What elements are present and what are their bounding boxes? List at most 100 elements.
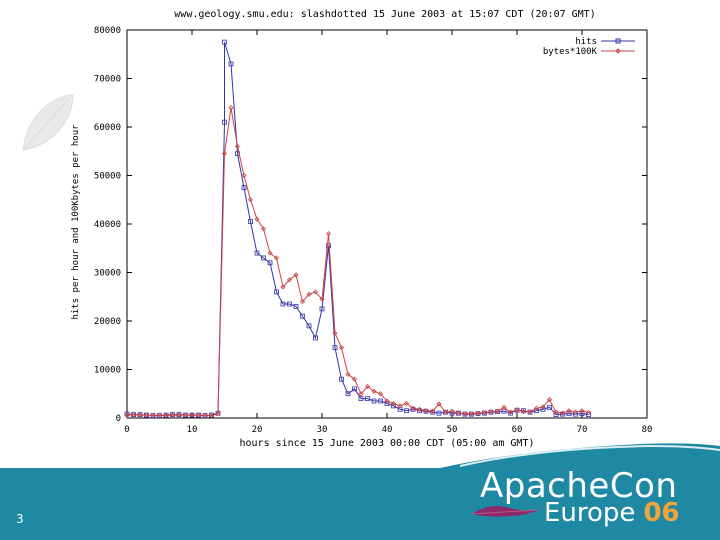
leaf-watermark-icon bbox=[22, 94, 74, 151]
y-tick-label: 70000 bbox=[94, 75, 121, 85]
data-point bbox=[468, 411, 475, 417]
data-point bbox=[423, 408, 429, 414]
data-point bbox=[189, 412, 195, 418]
data-point bbox=[150, 413, 156, 419]
data-point bbox=[566, 411, 572, 417]
data-point bbox=[527, 409, 533, 415]
data-point bbox=[326, 243, 331, 249]
series-line-0 bbox=[126, 41, 589, 417]
data-point bbox=[501, 404, 507, 410]
data-point bbox=[208, 413, 215, 419]
legend-label: bytes*100K bbox=[543, 47, 598, 57]
data-point bbox=[143, 412, 150, 418]
y-tick-label: 50000 bbox=[94, 172, 121, 182]
data-point bbox=[579, 408, 585, 414]
data-point bbox=[436, 410, 442, 416]
x-tick-label: 20 bbox=[252, 425, 263, 435]
data-point bbox=[429, 408, 436, 414]
chart-title: www.geology.smu.edu: slashdotted 15 June… bbox=[174, 9, 595, 20]
y-tick-label: 20000 bbox=[94, 317, 121, 327]
data-point bbox=[540, 404, 546, 410]
data-point bbox=[365, 396, 370, 402]
data-point bbox=[520, 409, 527, 415]
data-point bbox=[293, 304, 299, 309]
data-point bbox=[507, 409, 514, 415]
data-point bbox=[371, 388, 377, 394]
data-point bbox=[221, 151, 228, 157]
data-point bbox=[449, 408, 455, 414]
data-point bbox=[260, 226, 267, 232]
data-point bbox=[286, 277, 293, 283]
data-point bbox=[137, 412, 143, 418]
data-point bbox=[585, 410, 592, 416]
data-point bbox=[533, 405, 540, 411]
data-point bbox=[397, 406, 403, 412]
data-point bbox=[130, 412, 137, 418]
y-tick-label: 60000 bbox=[94, 123, 121, 133]
data-point bbox=[403, 400, 410, 407]
data-point bbox=[338, 345, 345, 351]
data-point bbox=[358, 391, 364, 397]
x-tick-label: 0 bbox=[124, 425, 129, 435]
data-point bbox=[241, 172, 247, 179]
data-point bbox=[300, 313, 305, 319]
legend-marker bbox=[615, 48, 621, 54]
x-tick-label: 70 bbox=[577, 425, 588, 435]
data-point bbox=[410, 405, 416, 411]
data-point bbox=[274, 289, 279, 295]
data-point bbox=[182, 412, 189, 418]
data-point bbox=[254, 250, 260, 256]
data-point bbox=[351, 376, 358, 382]
data-point bbox=[397, 403, 403, 409]
y-tick-label: 10000 bbox=[94, 366, 121, 376]
data-point bbox=[417, 408, 422, 414]
data-point bbox=[247, 197, 254, 203]
data-point bbox=[345, 371, 351, 377]
data-point bbox=[345, 391, 351, 397]
data-point bbox=[248, 219, 253, 224]
data-point bbox=[234, 143, 241, 149]
x-tick-label: 10 bbox=[187, 425, 198, 435]
footer-band bbox=[0, 468, 720, 540]
data-point bbox=[332, 345, 338, 351]
data-point bbox=[273, 255, 280, 261]
data-point bbox=[299, 299, 306, 305]
data-point bbox=[163, 413, 169, 419]
legend-label: hits bbox=[575, 37, 597, 47]
data-point bbox=[404, 408, 409, 414]
data-point bbox=[195, 412, 202, 418]
x-axis-label: hours since 15 June 2003 00:00 CDT (05:0… bbox=[239, 438, 534, 449]
data-point bbox=[176, 412, 182, 418]
series-layer bbox=[124, 39, 592, 419]
data-point bbox=[546, 397, 553, 403]
brand-edition: Europe 06 bbox=[544, 498, 680, 528]
y-tick-label: 30000 bbox=[94, 269, 121, 279]
data-point bbox=[430, 409, 435, 415]
data-point bbox=[280, 301, 286, 307]
brand-year: 06 bbox=[643, 498, 680, 528]
data-point bbox=[306, 291, 312, 297]
data-point bbox=[566, 408, 572, 414]
data-point bbox=[508, 410, 513, 416]
data-point bbox=[514, 407, 520, 413]
data-point bbox=[222, 39, 227, 45]
data-point bbox=[488, 409, 494, 415]
y-tick-label: 40000 bbox=[94, 220, 121, 230]
data-point bbox=[156, 412, 163, 418]
slide-number: 3 bbox=[16, 512, 24, 526]
x-tick-label: 50 bbox=[447, 425, 458, 435]
data-point bbox=[559, 410, 566, 416]
data-point bbox=[261, 255, 266, 261]
y-tick-label: 0 bbox=[116, 414, 121, 424]
x-tick-label: 30 bbox=[317, 425, 328, 435]
data-point bbox=[319, 306, 325, 312]
data-point bbox=[293, 272, 299, 278]
data-point bbox=[436, 401, 442, 407]
data-point bbox=[228, 61, 234, 67]
data-point bbox=[313, 335, 318, 341]
data-point bbox=[124, 411, 130, 417]
data-point bbox=[377, 391, 384, 397]
y-axis-label: hits per hour and 100Kbytes per hour bbox=[71, 124, 81, 320]
data-point bbox=[553, 409, 559, 415]
